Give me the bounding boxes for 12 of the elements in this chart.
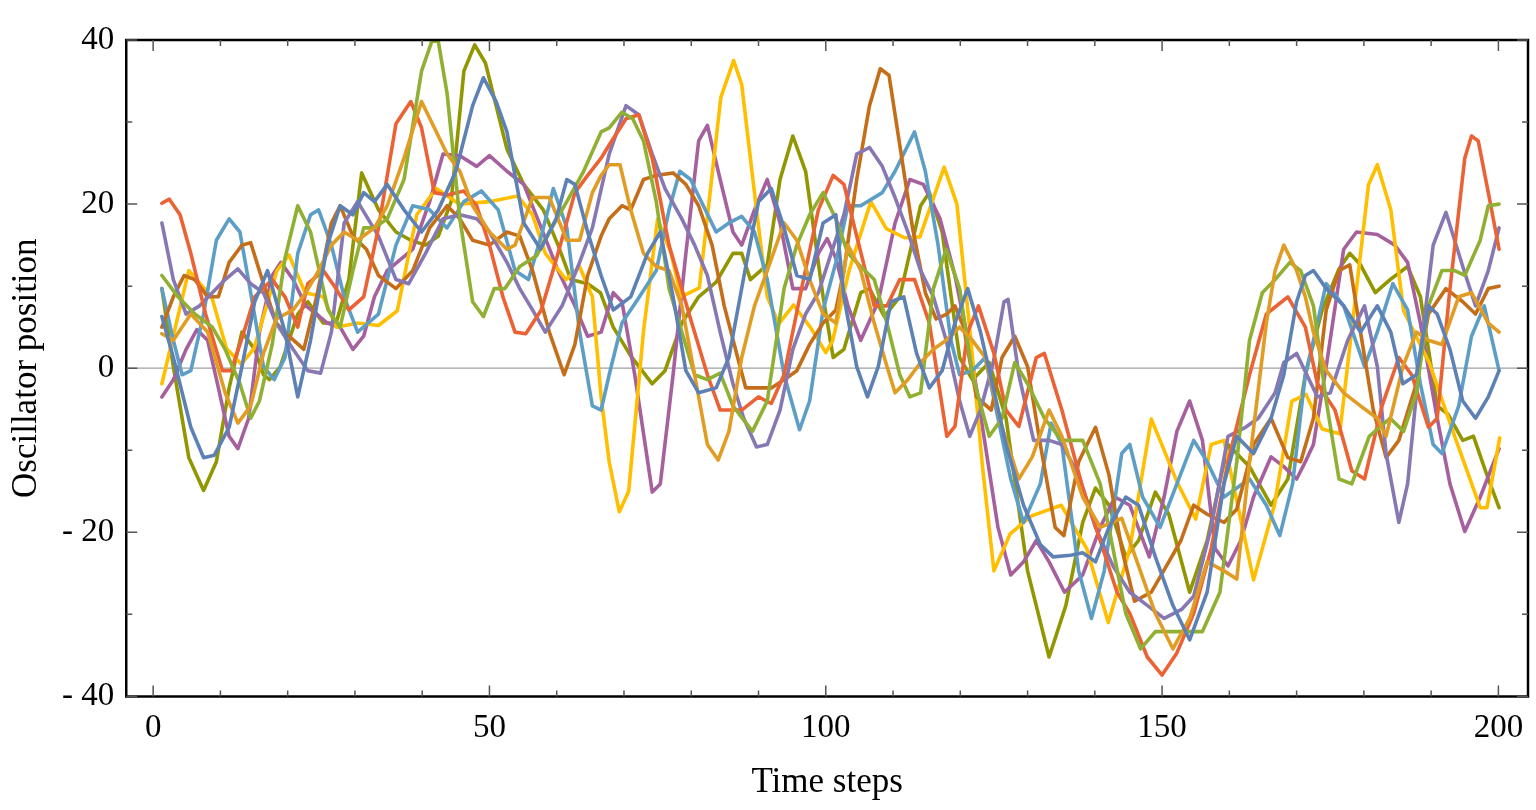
y-tick-label: - 40 [61,676,115,713]
y-axis-title: Oscillator position [5,238,45,498]
x-tick-label: 100 [801,707,851,744]
x-tick-label: 0 [144,707,162,744]
x-tick-label: 50 [472,707,506,744]
y-tick-label: 20 [81,183,115,220]
x-tick-label: 200 [1473,707,1524,744]
x-axis-title: Time steps [751,761,903,801]
y-tick-label: 40 [81,19,115,56]
y-tick-label: 0 [97,347,115,384]
x-tick-label: 150 [1137,707,1187,744]
y-tick-label: - 20 [61,511,115,548]
